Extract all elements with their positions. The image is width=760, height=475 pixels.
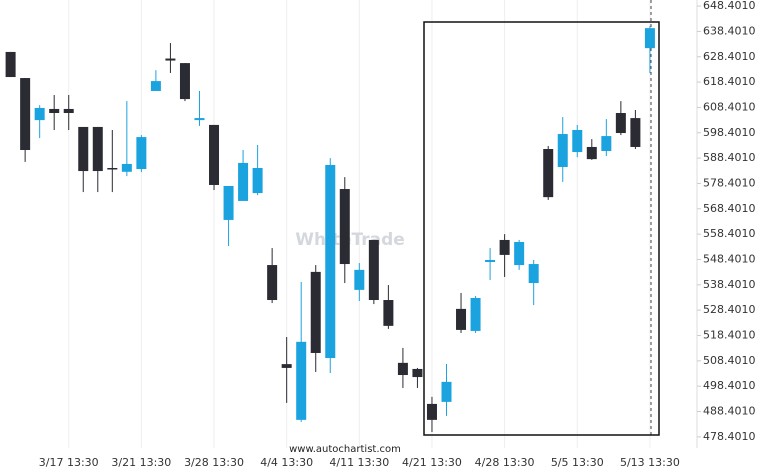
candle-body xyxy=(179,63,190,100)
candle-body xyxy=(441,381,452,402)
candle-body xyxy=(252,168,263,194)
candle-body xyxy=(644,28,655,49)
x-tick-label: 4/11 13:30 xyxy=(329,456,389,469)
candle-body xyxy=(238,162,249,201)
candle-body xyxy=(325,164,336,359)
y-tick-label: 588.4010 xyxy=(703,151,756,164)
candle-body xyxy=(296,341,307,420)
candle-body xyxy=(223,185,234,220)
x-tick-label: 4/4 13:30 xyxy=(260,456,313,469)
y-tick-label: 608.4010 xyxy=(703,100,756,113)
candle-body xyxy=(383,300,394,326)
candle-body xyxy=(136,137,147,170)
x-tick-label: 3/28 13:30 xyxy=(184,456,244,469)
y-tick-label: 648.4010 xyxy=(703,0,756,12)
y-tick-label: 478.4010 xyxy=(703,430,756,443)
candle-body xyxy=(368,239,379,301)
candle-body xyxy=(107,168,118,170)
candle-body xyxy=(557,134,568,167)
candle-body xyxy=(310,271,321,353)
x-tick-label: 3/21 13:30 xyxy=(111,456,171,469)
candle-body xyxy=(543,148,554,198)
candle-body xyxy=(339,189,350,265)
y-tick-label: 488.4010 xyxy=(703,405,756,418)
x-tick-label: 4/21 13:30 xyxy=(402,456,462,469)
candle-body xyxy=(470,297,481,331)
candle-body xyxy=(426,403,437,420)
candle-body xyxy=(354,269,365,290)
candle-body xyxy=(5,51,16,78)
candle-body xyxy=(63,108,74,114)
candle-body xyxy=(397,362,408,376)
candle-body xyxy=(514,241,525,266)
watermark: WhiteTrade xyxy=(295,230,405,250)
y-tick-label: 598.4010 xyxy=(703,126,756,139)
y-tick-label: 628.4010 xyxy=(703,50,756,63)
y-tick-label: 618.4010 xyxy=(703,75,756,88)
y-tick-label: 578.4010 xyxy=(703,176,756,189)
y-tick-label: 568.4010 xyxy=(703,202,756,215)
candle-body xyxy=(528,264,539,284)
candle-body xyxy=(412,368,423,378)
x-tick-label: 5/13 13:30 xyxy=(620,456,680,469)
candle-body xyxy=(630,118,641,147)
candle-body xyxy=(194,118,205,121)
candle-body xyxy=(121,163,132,172)
source-label: www.autochartist.com xyxy=(289,444,401,455)
candle-body xyxy=(267,265,278,301)
candle-body xyxy=(209,124,220,185)
y-tick-label: 498.4010 xyxy=(703,379,756,392)
y-tick-label: 508.4010 xyxy=(703,354,756,367)
candle-body xyxy=(572,129,583,153)
candle-body xyxy=(150,81,161,91)
candle-body xyxy=(34,107,45,121)
candle-body xyxy=(456,308,467,330)
candle-body xyxy=(78,126,89,172)
candle-body xyxy=(49,108,60,114)
x-tick-label: 4/28 13:30 xyxy=(475,456,535,469)
candle-body xyxy=(92,126,103,172)
y-tick-label: 558.4010 xyxy=(703,227,756,240)
y-tick-label: 638.4010 xyxy=(703,24,756,37)
pattern-box xyxy=(423,21,660,436)
candle-body xyxy=(615,113,626,134)
candle-body xyxy=(485,259,496,263)
y-tick-label: 528.4010 xyxy=(703,303,756,316)
candle-body xyxy=(165,58,176,61)
x-tick-label: 5/5 13:30 xyxy=(551,456,604,469)
y-tick-label: 518.4010 xyxy=(703,328,756,341)
candle-body xyxy=(20,78,31,151)
candle-body xyxy=(586,146,597,160)
candle-body xyxy=(601,136,612,152)
candle-body xyxy=(281,364,292,368)
y-tick-label: 538.4010 xyxy=(703,278,756,291)
x-tick-label: 3/17 13:30 xyxy=(39,456,99,469)
candle-body xyxy=(499,239,510,255)
y-tick-label: 548.4010 xyxy=(703,252,756,265)
